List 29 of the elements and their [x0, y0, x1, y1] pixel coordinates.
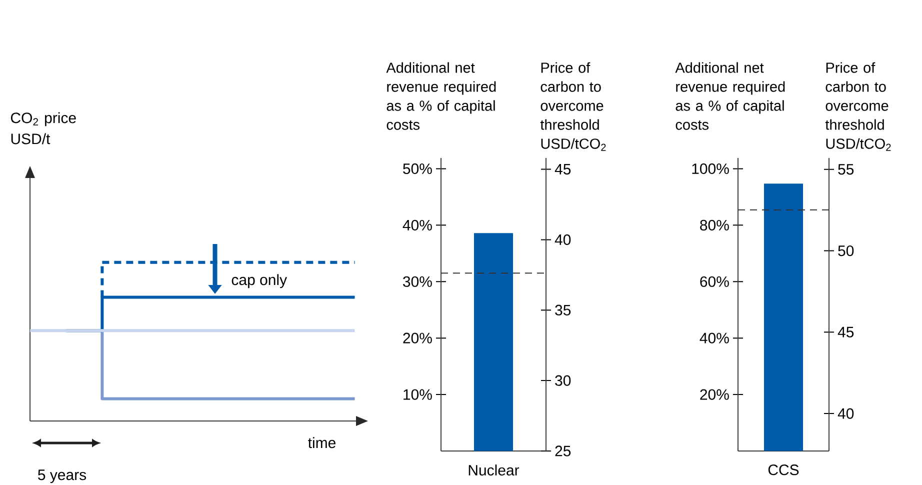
y-axis-title: Additional net revenue required as a % of capital costs: [675, 62, 785, 130]
y2-tick-label: 35: [555, 304, 571, 316]
y-axis-title: Additional net revenue required as a % of capital costs: [386, 62, 496, 130]
y-tick-label: 50%: [403, 163, 432, 174]
y2-tick-label: 45: [838, 326, 854, 338]
y-tick-label: 80%: [700, 220, 729, 230]
y-tick-label: 20%: [700, 389, 729, 400]
y2-axis-title: Price of carbon to overcome threshold USD/tCO$_{2}$: [540, 62, 606, 151]
y2-tick-label: 55: [838, 164, 854, 175]
y-tick-label: 30%: [403, 276, 432, 287]
y-tick-label: 10%: [404, 389, 432, 400]
y-tick-label: 40%: [700, 332, 729, 344]
text: 5 years: [38, 470, 86, 484]
x-tick-label: CCS: [768, 464, 799, 476]
y2-tick-label: 25: [555, 446, 571, 456]
y2-tick-label: 45: [554, 164, 571, 174]
y2-tick-label: 40: [554, 234, 571, 245]
y2-tick-label: 30: [555, 375, 571, 386]
y2-axis-title: Price of carbon to overcome threshold USD/tCO$_{2}$: [825, 62, 891, 151]
y-tick-label: 20%: [403, 332, 432, 344]
y2-tick-label: 40: [838, 408, 854, 419]
x-axis-title: time: [308, 437, 336, 448]
y-tick-label: 40%: [402, 220, 432, 230]
y-tick-label: 100%: [692, 163, 729, 174]
y2-tick-label: 50: [838, 245, 854, 256]
annotation: cap only: [232, 274, 288, 288]
y-tick-label: 60%: [700, 276, 729, 287]
x-tick-label: Nuclear: [468, 464, 520, 476]
y-axis-title: CO$_{2}$ price USD/t: [10, 112, 76, 144]
